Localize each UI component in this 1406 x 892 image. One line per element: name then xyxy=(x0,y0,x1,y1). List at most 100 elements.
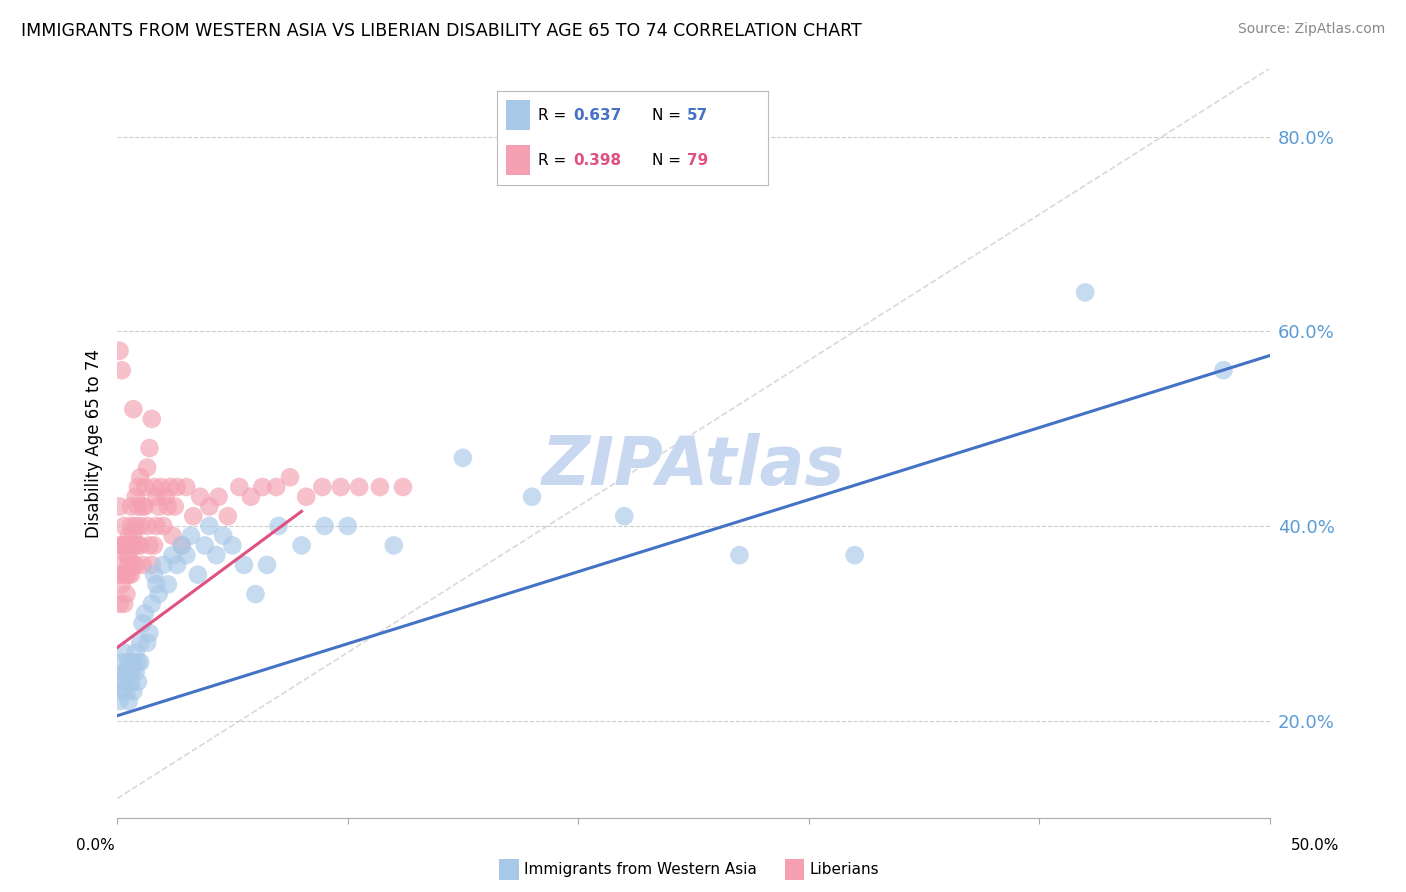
Point xyxy=(129,538,152,552)
Point xyxy=(198,500,221,514)
Point xyxy=(112,567,135,582)
Point xyxy=(129,470,152,484)
Point xyxy=(176,480,198,494)
Point xyxy=(115,538,138,552)
Point xyxy=(221,538,243,552)
Point xyxy=(245,587,267,601)
Point xyxy=(115,684,138,698)
Point xyxy=(124,519,146,533)
Point xyxy=(124,665,146,679)
Point xyxy=(112,519,135,533)
Point xyxy=(124,558,146,572)
Point xyxy=(136,636,159,650)
Point xyxy=(520,490,543,504)
Text: 50.0%: 50.0% xyxy=(1291,838,1339,853)
Point xyxy=(111,558,134,572)
Point xyxy=(122,538,145,552)
Point xyxy=(120,674,142,689)
Point xyxy=(166,558,188,572)
Point xyxy=(155,490,177,504)
Point xyxy=(233,558,256,572)
Point xyxy=(120,500,142,514)
Point xyxy=(290,538,312,552)
Text: Liberians: Liberians xyxy=(810,863,880,877)
Point xyxy=(156,500,179,514)
Point xyxy=(118,529,141,543)
Point xyxy=(159,480,181,494)
Point xyxy=(187,567,209,582)
Point xyxy=(136,519,159,533)
Point xyxy=(127,674,149,689)
Point xyxy=(112,538,135,552)
Point xyxy=(228,480,250,494)
Point xyxy=(347,480,370,494)
Point xyxy=(392,480,415,494)
Point xyxy=(205,548,228,562)
Point xyxy=(148,587,170,601)
Point xyxy=(368,480,391,494)
Point xyxy=(194,538,217,552)
Point xyxy=(162,529,184,543)
Y-axis label: Disability Age 65 to 74: Disability Age 65 to 74 xyxy=(86,349,103,538)
Point xyxy=(127,480,149,494)
Point xyxy=(170,538,193,552)
Point xyxy=(613,509,636,524)
Point xyxy=(112,674,135,689)
Point xyxy=(145,577,167,591)
Point xyxy=(295,490,318,504)
Point xyxy=(143,538,166,552)
Point xyxy=(120,665,142,679)
Point xyxy=(141,412,163,426)
Point xyxy=(122,655,145,669)
Point xyxy=(314,519,336,533)
Point xyxy=(118,567,141,582)
Point xyxy=(336,519,359,533)
Point xyxy=(267,519,290,533)
Point xyxy=(112,665,135,679)
Point xyxy=(152,519,174,533)
Text: IMMIGRANTS FROM WESTERN ASIA VS LIBERIAN DISABILITY AGE 65 TO 74 CORRELATION CHA: IMMIGRANTS FROM WESTERN ASIA VS LIBERIAN… xyxy=(21,22,862,40)
Point xyxy=(143,480,166,494)
Point xyxy=(129,519,152,533)
Point xyxy=(162,548,184,562)
Point xyxy=(329,480,352,494)
Point xyxy=(118,558,141,572)
Point xyxy=(278,470,301,484)
Text: ZIPAtlas: ZIPAtlas xyxy=(541,433,845,499)
Point xyxy=(108,500,131,514)
Point xyxy=(120,538,142,552)
Point xyxy=(188,490,211,504)
Point xyxy=(207,490,229,504)
Point xyxy=(134,480,156,494)
Point xyxy=(451,450,474,465)
Point xyxy=(239,490,262,504)
Point xyxy=(122,558,145,572)
Point xyxy=(118,655,141,669)
Point xyxy=(145,519,167,533)
Point xyxy=(112,645,135,659)
Point xyxy=(111,363,134,377)
Text: Immigrants from Western Asia: Immigrants from Western Asia xyxy=(524,863,758,877)
Point xyxy=(1074,285,1097,300)
Point xyxy=(156,577,179,591)
Point xyxy=(170,538,193,552)
Point xyxy=(129,636,152,650)
Point xyxy=(120,519,142,533)
Point xyxy=(138,538,160,552)
Point xyxy=(111,577,134,591)
Point xyxy=(108,538,131,552)
Point xyxy=(256,558,278,572)
Point xyxy=(382,538,405,552)
Point xyxy=(252,480,274,494)
Point xyxy=(108,674,131,689)
Point xyxy=(127,500,149,514)
Point xyxy=(134,607,156,621)
Point xyxy=(212,529,235,543)
Point xyxy=(134,500,156,514)
Point xyxy=(138,441,160,455)
Point xyxy=(122,529,145,543)
Point xyxy=(115,548,138,562)
Point xyxy=(108,597,131,611)
Point xyxy=(108,694,131,708)
Point xyxy=(176,548,198,562)
